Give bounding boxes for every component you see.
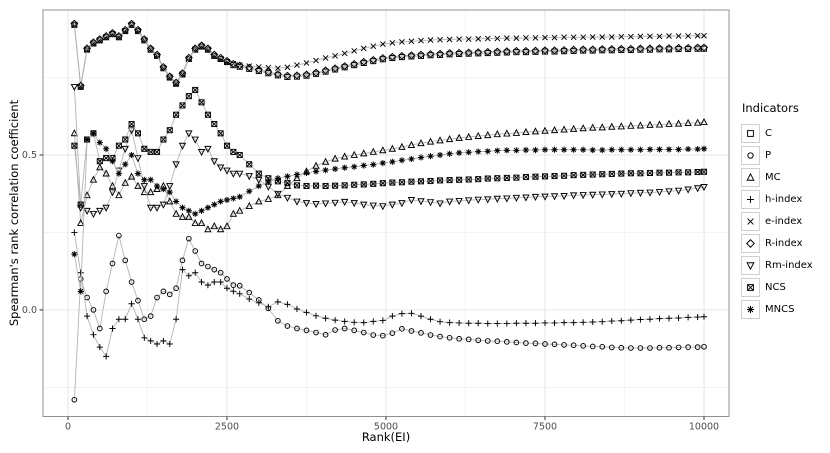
legend-item-label: MC	[765, 171, 781, 183]
series-Rm-index	[70, 83, 708, 219]
legend-items: C P MC h-index e-index R-index Rm-index NCS MNCS	[741, 122, 829, 320]
series-NCS	[71, 86, 708, 208]
series-line-MC	[73, 121, 705, 230]
x-axis-title: Rank(EI)	[361, 430, 411, 444]
legend-item-label: h-index	[765, 193, 803, 205]
series-h-index	[71, 229, 708, 360]
y-axis-title: Spearman's rank correlation coefficient	[7, 99, 21, 327]
series-line-Rm-index	[73, 86, 705, 215]
legend: Indicators C P MC h-index e-index R-index Rm-i…	[741, 101, 829, 320]
series-line-NCS	[73, 89, 705, 205]
legend-key-cross-icon	[741, 211, 760, 231]
series-markers-MNCS	[71, 130, 708, 295]
legend-key-circle-icon	[741, 145, 760, 165]
axis-ticks	[39, 154, 705, 420]
legend-key-square-cross-icon	[741, 277, 760, 297]
x-tick-label: 2500	[215, 422, 239, 433]
series-line-e-index	[73, 24, 704, 87]
legend-key-plus-icon	[741, 189, 760, 209]
legend-item-C: C	[741, 122, 829, 144]
legend-key-triangle-down-icon	[741, 255, 760, 275]
x-tick-label: 0	[65, 422, 71, 433]
series-markers-R-index	[70, 19, 708, 90]
legend-item-R-index: R-index	[741, 232, 829, 254]
x-tick-label: 10000	[689, 422, 719, 433]
legend-key-triangle-up-icon	[741, 167, 760, 187]
legend-item-P: P	[741, 144, 829, 166]
legend-item-NCS: NCS	[741, 276, 829, 298]
legend-item-label: P	[765, 149, 772, 161]
legend-item-label: C	[765, 127, 772, 139]
series-line-R-index	[73, 22, 704, 86]
legend-item-label: MNCS	[765, 303, 795, 315]
series-markers-P	[71, 232, 707, 403]
legend-item-e-index: e-index	[741, 210, 829, 232]
series-R-index	[70, 19, 708, 90]
series-markers-MC	[70, 117, 708, 233]
x-tick-label: 7500	[533, 422, 557, 433]
legend-item-MC: MC	[741, 166, 829, 188]
y-tick-label: 0.5	[22, 150, 37, 161]
series-markers-Rm-index	[70, 83, 708, 219]
axis-tick-labels: 0 2500 5000 7500 10000 0.0 0.5	[22, 150, 719, 432]
series-MNCS	[71, 130, 708, 295]
y-tick-label: 0.0	[22, 305, 37, 316]
legend-key-square-icon	[741, 123, 760, 143]
series-P	[71, 232, 707, 403]
legend-key-asterisk-icon	[741, 299, 760, 319]
legend-item-Rm-index: Rm-index	[741, 254, 829, 276]
legend-title: Indicators	[742, 101, 799, 115]
x-tick-label: 5000	[374, 422, 398, 433]
series-line-P	[73, 235, 705, 400]
series-line-MNCS	[73, 132, 705, 292]
legend-item-label: Rm-index	[765, 259, 813, 271]
series-markers-NCS	[71, 86, 708, 208]
legend-key-diamond-icon	[741, 233, 760, 253]
legend-item-label: R-index	[765, 237, 803, 249]
series-MC	[70, 117, 708, 233]
legend-item-label: NCS	[765, 281, 786, 293]
series-markers-h-index	[71, 229, 708, 360]
gridlines-major	[43, 10, 729, 417]
legend-item-label: e-index	[765, 215, 803, 227]
legend-item-MNCS: MNCS	[741, 298, 829, 320]
series-line-h-index	[73, 232, 705, 358]
legend-item-h-index: h-index	[741, 188, 829, 210]
